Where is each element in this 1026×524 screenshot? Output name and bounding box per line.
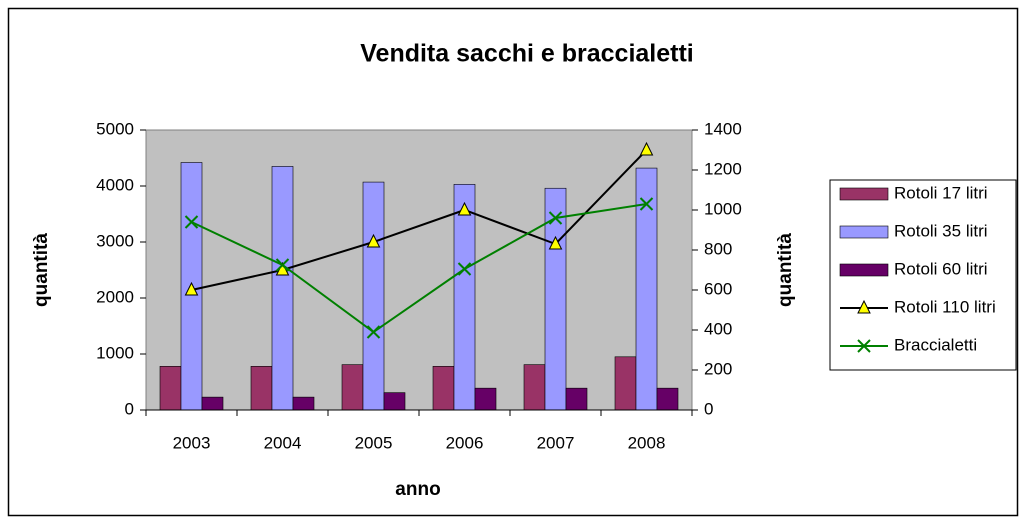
x-tick-label: 2005 <box>355 433 393 452</box>
marker <box>184 215 199 229</box>
x-tick-label: 2003 <box>173 433 211 452</box>
y2-tick-label: 0 <box>704 399 713 418</box>
line <box>191 149 648 291</box>
y-axis-title: quantità <box>31 233 52 307</box>
legend-label: Braccialetti <box>894 335 977 354</box>
bar <box>523 364 546 411</box>
legend-swatch <box>839 263 889 277</box>
bar <box>565 387 588 411</box>
y-tick-label: 2000 <box>96 287 134 306</box>
x-tick-label: 2004 <box>264 433 302 452</box>
legend-label: Rotoli 110 litri <box>894 297 996 316</box>
bar <box>614 356 637 411</box>
y2-tick-label: 600 <box>704 279 732 298</box>
y-tick-label: 3000 <box>96 231 134 250</box>
bar <box>159 366 182 411</box>
chart-title: Vendita sacchi e braccialetti <box>360 40 694 68</box>
marker <box>275 258 290 272</box>
marker <box>548 235 563 250</box>
legend-swatch <box>839 187 889 201</box>
marker <box>457 201 472 216</box>
line <box>191 203 647 334</box>
bar <box>383 392 406 411</box>
marker <box>366 233 381 248</box>
y2-axis-title: quantità <box>775 233 796 307</box>
x-tick-label: 2007 <box>537 433 575 452</box>
y-tick-label: 1000 <box>96 343 134 362</box>
plot-area <box>145 129 693 411</box>
bar <box>341 364 364 411</box>
bar <box>362 181 385 411</box>
legend-label: Rotoli 60 litri <box>894 259 988 278</box>
x-tick-label: 2006 <box>446 433 484 452</box>
y2-tick-label: 200 <box>704 359 732 378</box>
marker <box>548 211 563 225</box>
bar <box>474 387 497 411</box>
x-axis-title: anno <box>395 479 440 500</box>
legend-swatch <box>839 225 889 239</box>
legend-label: Rotoli 17 litri <box>894 183 988 202</box>
bar <box>250 366 273 411</box>
y2-tick-label: 1200 <box>704 159 742 178</box>
bar <box>201 396 224 411</box>
y-tick-label: 0 <box>125 399 134 418</box>
bar <box>656 387 679 411</box>
marker <box>366 325 381 339</box>
bar <box>271 166 294 411</box>
y-tick-label: 5000 <box>96 119 134 138</box>
legend-marker <box>857 299 871 314</box>
x-tick-label: 2008 <box>628 433 666 452</box>
marker <box>639 197 654 211</box>
y2-tick-label: 400 <box>704 319 732 338</box>
bar <box>453 184 476 411</box>
legend-label: Rotoli 35 litri <box>894 221 988 240</box>
marker <box>639 141 654 156</box>
y-tick-label: 4000 <box>96 175 134 194</box>
y2-tick-label: 800 <box>704 239 732 258</box>
y2-tick-label: 1400 <box>704 119 742 138</box>
bar <box>432 366 455 411</box>
marker <box>457 262 472 276</box>
legend-marker <box>857 339 871 353</box>
marker <box>184 281 199 296</box>
bar <box>292 396 315 411</box>
y2-tick-label: 1000 <box>704 199 742 218</box>
